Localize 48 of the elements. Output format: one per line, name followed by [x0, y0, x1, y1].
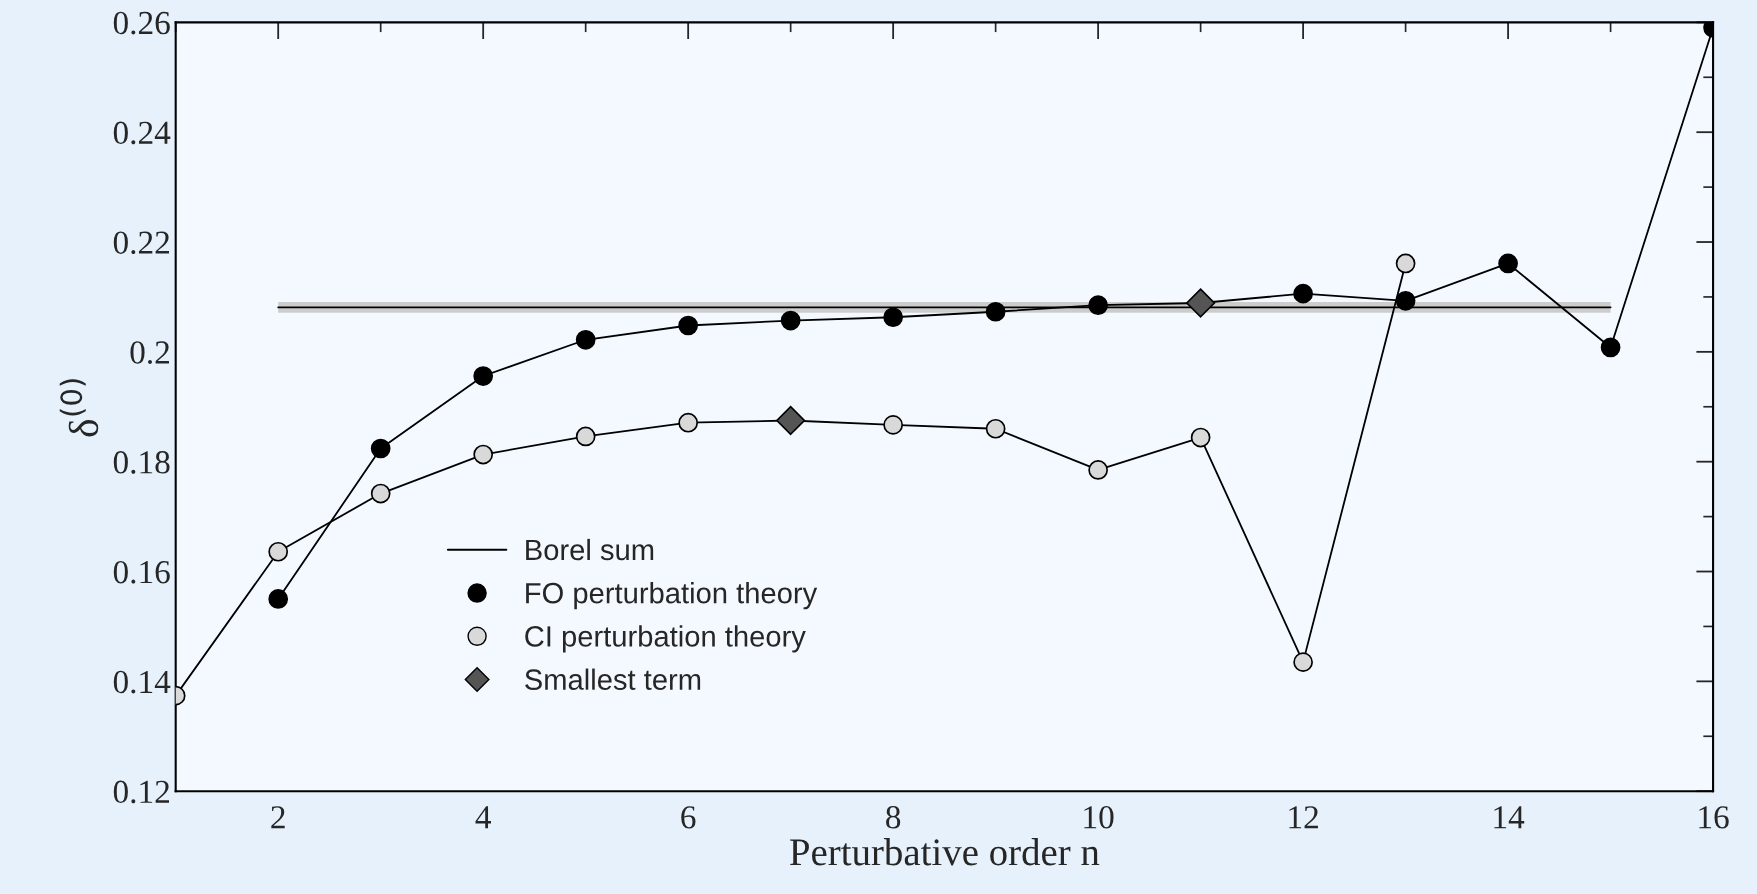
point [1190, 427, 1211, 448]
point [776, 405, 806, 436]
x-tick-label: 2 [271, 806, 285, 829]
point [883, 415, 904, 435]
point [1293, 652, 1313, 672]
y-tick-label: 0.16 [113, 560, 170, 584]
x-tick-label: 6 [681, 806, 696, 829]
point [370, 438, 391, 459]
point [678, 412, 699, 433]
point [370, 483, 391, 504]
x-tick-label: 10 [1084, 806, 1114, 829]
x-tick-label: 8 [886, 806, 901, 829]
point [473, 444, 494, 465]
point [985, 418, 1006, 439]
y-tick-label: 0.12 [113, 780, 169, 804]
point [985, 301, 1006, 322]
x-tick-label: 14 [1494, 806, 1525, 829]
y-tick-label: 0.26 [113, 11, 170, 35]
legend-label: FO perturbation theory [526, 582, 818, 610]
y-tick-label: 0.14 [113, 670, 171, 694]
legend-label: CI perturbation theory [525, 625, 806, 653]
point [575, 426, 596, 447]
x-tick-label: 4 [475, 806, 491, 829]
point [473, 366, 494, 386]
y-tick-label: 0.2 [130, 341, 169, 364]
point [268, 541, 289, 562]
point [678, 315, 699, 336]
point [1088, 295, 1108, 316]
point [1293, 283, 1313, 304]
point [1186, 288, 1216, 318]
y-axis-title: δ$^{(0)}$ [59, 379, 99, 437]
x-tick-label: 12 [1289, 806, 1318, 829]
point [1088, 460, 1108, 480]
point [575, 329, 596, 350]
legend-label: Smallest term [525, 668, 701, 690]
point [1600, 337, 1621, 358]
x-axis-title: Perturbative order n [790, 838, 1100, 866]
point [883, 307, 904, 328]
legend-label: Borel sum [526, 538, 654, 561]
y-tick-label: 0.24 [113, 121, 171, 145]
point [1395, 253, 1416, 274]
y-tick-label: 0.22 [113, 231, 169, 255]
point [1395, 290, 1416, 311]
y-tick-label: 0.18 [113, 451, 170, 474]
point [780, 310, 801, 331]
point [268, 589, 289, 609]
x-tick-label: 16 [1699, 806, 1729, 829]
point [1498, 253, 1518, 274]
